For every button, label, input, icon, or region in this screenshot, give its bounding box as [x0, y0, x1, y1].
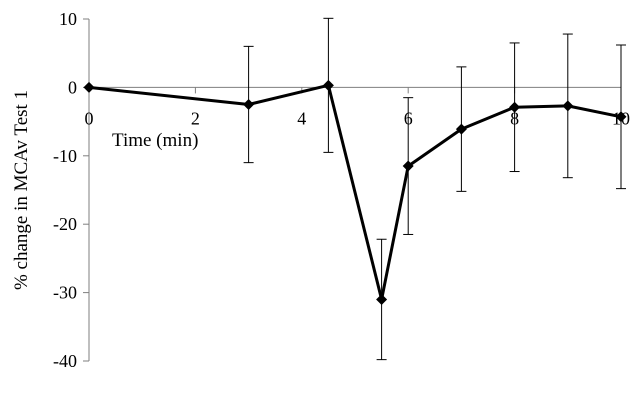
data-point: [376, 293, 388, 305]
data-point: [509, 101, 521, 113]
y-tick-label: -20: [53, 214, 77, 234]
x-tick-label: 4: [297, 108, 306, 128]
data-point: [402, 160, 414, 172]
x-axis-title: Time (min): [112, 130, 198, 151]
series-line: [88, 83, 622, 301]
x-tick-label: 0: [85, 108, 94, 128]
y-tick-label: 10: [59, 9, 77, 29]
y-axis: 10 0 -10 -20 -30 -40: [53, 9, 90, 371]
data-point: [83, 81, 95, 93]
data-point: [455, 123, 467, 135]
y-tick-label: 0: [68, 77, 77, 97]
data-point: [322, 79, 334, 91]
y-axis-title: % change in MCAv Test 1: [11, 90, 32, 290]
x-tick-label: 2: [191, 108, 200, 128]
data-point: [243, 99, 255, 110]
data-point: [562, 100, 574, 112]
y-tick-label: -30: [53, 283, 77, 303]
error-bars: [243, 17, 626, 361]
x-axis: 0246810: [85, 86, 630, 128]
series-polyline: [88, 83, 622, 301]
y-tick-label: -10: [53, 146, 77, 166]
y-tick-label: -40: [53, 351, 77, 371]
data-markers: [83, 79, 627, 305]
data-point: [615, 111, 627, 123]
